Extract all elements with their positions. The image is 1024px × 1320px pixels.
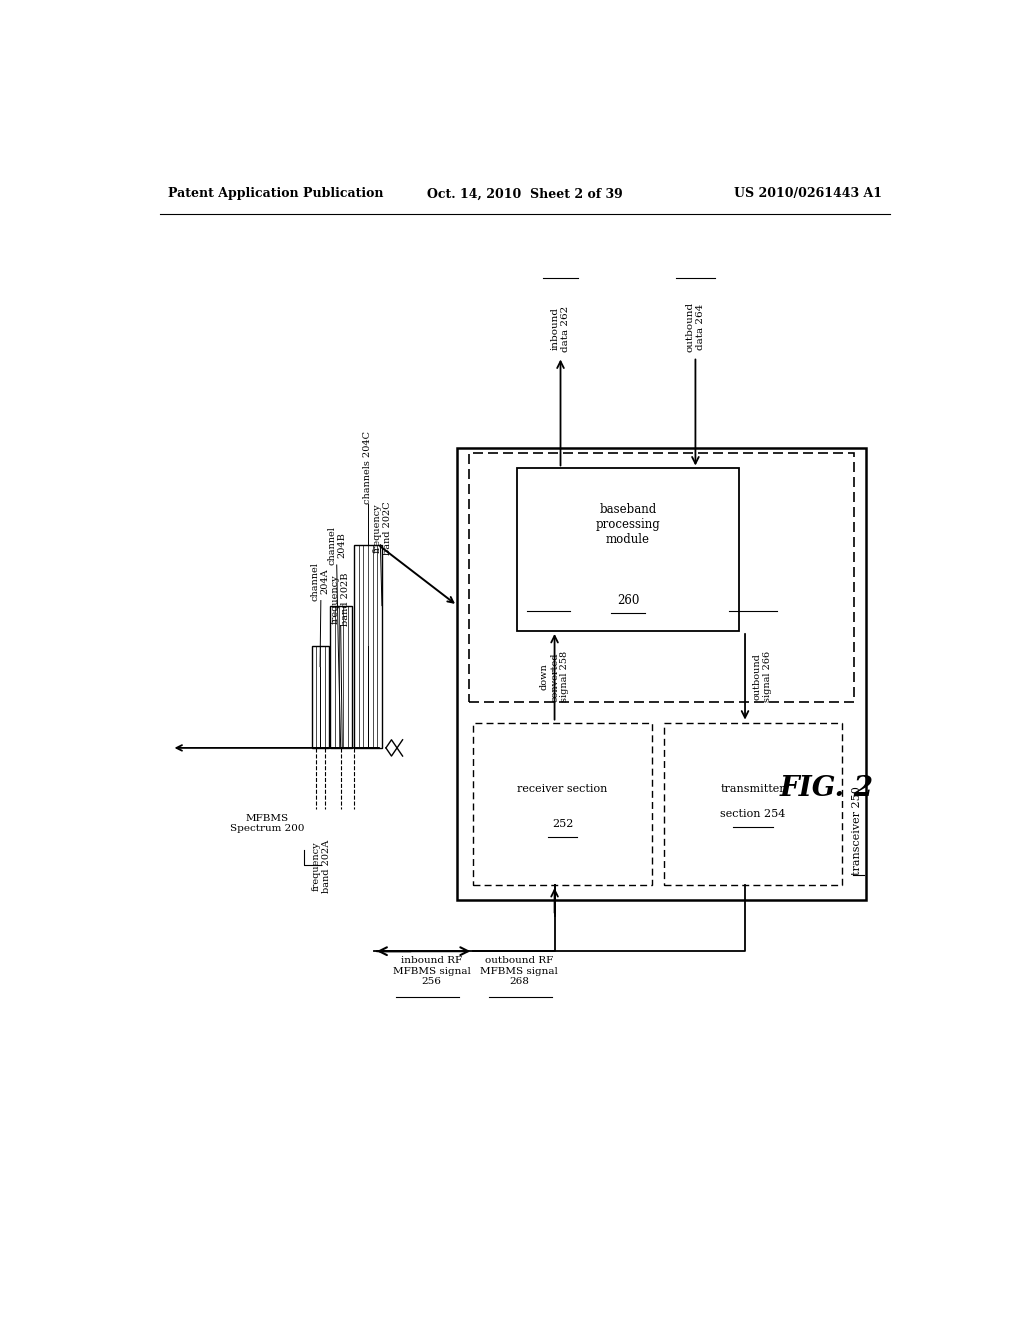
Bar [458,447,866,900]
Bar [331,606,352,748]
Text: Oct. 14, 2010  Sheet 2 of 39: Oct. 14, 2010 Sheet 2 of 39 [427,187,623,201]
Bar [664,722,842,886]
Bar [469,453,854,702]
Text: inbound
data 262: inbound data 262 [551,305,570,351]
Text: transceiver 250: transceiver 250 [852,787,862,875]
Text: frequency
band 202A: frequency band 202A [311,840,331,892]
Bar [517,469,739,631]
Bar [312,647,329,748]
Text: FIG. 2: FIG. 2 [779,775,873,803]
Text: frequency
band 202C: frequency band 202C [373,502,391,554]
Text: MFBMS
Spectrum 200: MFBMS Spectrum 200 [229,814,304,833]
Text: channel
204A: channel 204A [310,561,330,601]
Text: US 2010/0261443 A1: US 2010/0261443 A1 [734,187,882,201]
Text: outbound RF
MFBMS signal
268: outbound RF MFBMS signal 268 [480,956,558,986]
Text: frequency
band 202B: frequency band 202B [331,573,350,626]
Text: down
converted
signal 258: down converted signal 258 [540,651,569,702]
Text: 260: 260 [616,594,639,607]
Text: Patent Application Publication: Patent Application Publication [168,187,383,201]
Text: transmitter: transmitter [721,784,785,793]
Text: section 254: section 254 [720,809,785,818]
Bar [473,722,652,886]
Text: channels 204C: channels 204C [364,430,372,504]
Text: outbound
signal 266: outbound signal 266 [753,651,772,702]
Text: inbound RF
MFBMS signal
256: inbound RF MFBMS signal 256 [392,956,470,986]
Text: receiver section: receiver section [517,784,607,793]
Text: 252: 252 [552,820,573,829]
Text: outbound
data 264: outbound data 264 [686,301,706,351]
Text: baseband
processing
module: baseband processing module [596,503,660,545]
Bar [354,545,382,748]
Text: channel
204B: channel 204B [327,527,346,565]
